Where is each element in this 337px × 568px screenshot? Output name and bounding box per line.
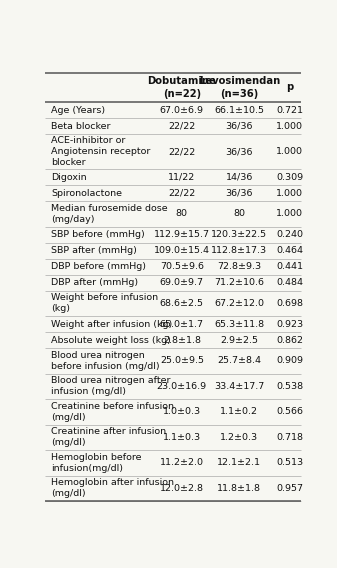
- Text: 72.8±9.3: 72.8±9.3: [217, 262, 262, 271]
- Text: 65.3±11.8: 65.3±11.8: [214, 320, 264, 328]
- Text: 2.9±2.5: 2.9±2.5: [220, 336, 258, 345]
- Text: 1.000: 1.000: [276, 189, 303, 198]
- Text: 120.3±22.5: 120.3±22.5: [211, 230, 267, 239]
- Text: Digoxin: Digoxin: [51, 173, 87, 182]
- Text: Spironolactone: Spironolactone: [51, 189, 122, 198]
- Text: 80: 80: [233, 210, 245, 219]
- Text: 70.5±9.6: 70.5±9.6: [160, 262, 204, 271]
- Text: 11.8±1.8: 11.8±1.8: [217, 484, 261, 493]
- Text: 11.2±2.0: 11.2±2.0: [160, 458, 204, 467]
- Text: 0.698: 0.698: [276, 299, 303, 308]
- Text: 22/22: 22/22: [168, 147, 195, 156]
- Text: 11/22: 11/22: [168, 173, 195, 182]
- Text: 65.0±1.7: 65.0±1.7: [160, 320, 204, 328]
- Text: 36/36: 36/36: [225, 122, 253, 131]
- Text: Absolute weight loss (kg): Absolute weight loss (kg): [51, 336, 171, 345]
- Text: Median furosemide dose
(mg/day): Median furosemide dose (mg/day): [51, 204, 168, 224]
- Text: 36/36: 36/36: [225, 147, 253, 156]
- Text: Blood urea nitrogen
before infusion (mg/dl): Blood urea nitrogen before infusion (mg/…: [51, 350, 160, 371]
- Text: 71.2±10.6: 71.2±10.6: [214, 278, 264, 287]
- Text: Beta blocker: Beta blocker: [51, 122, 111, 131]
- Text: p: p: [286, 82, 293, 93]
- Text: 112.9±15.7: 112.9±15.7: [154, 230, 210, 239]
- Text: 1.000: 1.000: [276, 122, 303, 131]
- Text: 68.6±2.5: 68.6±2.5: [160, 299, 204, 308]
- Text: 0.309: 0.309: [276, 173, 303, 182]
- Text: 0.566: 0.566: [276, 407, 303, 416]
- Text: 1.000: 1.000: [276, 147, 303, 156]
- Text: 36/36: 36/36: [225, 189, 253, 198]
- Text: 67.2±12.0: 67.2±12.0: [214, 299, 264, 308]
- Text: SBP before (mmHg): SBP before (mmHg): [51, 230, 145, 239]
- Text: 25.0±9.5: 25.0±9.5: [160, 356, 204, 365]
- Text: SBP after (mmHg): SBP after (mmHg): [51, 246, 137, 255]
- Text: 0.909: 0.909: [276, 356, 303, 365]
- Text: 0.441: 0.441: [276, 262, 303, 271]
- Text: 109.0±15.4: 109.0±15.4: [154, 246, 210, 255]
- Text: 33.4±17.7: 33.4±17.7: [214, 382, 265, 391]
- Text: 1.1±0.2: 1.1±0.2: [220, 407, 258, 416]
- Text: 1.2±0.3: 1.2±0.3: [220, 433, 258, 442]
- Text: Blood urea nitrogen after
infusion (mg/dl): Blood urea nitrogen after infusion (mg/d…: [51, 376, 171, 396]
- Text: Age (Years): Age (Years): [51, 106, 105, 115]
- Text: 0.923: 0.923: [276, 320, 303, 328]
- Text: 80: 80: [176, 210, 188, 219]
- Text: 23.0±16.9: 23.0±16.9: [157, 382, 207, 391]
- Text: 22/22: 22/22: [168, 122, 195, 131]
- Text: Hemoglobin before
infusion(mg/dl): Hemoglobin before infusion(mg/dl): [51, 453, 142, 473]
- Text: Dobutamine
(n=22): Dobutamine (n=22): [148, 76, 216, 99]
- Text: 1.000: 1.000: [276, 210, 303, 219]
- Text: Hemoglobin after infusion
(mg/dl): Hemoglobin after infusion (mg/dl): [51, 478, 174, 499]
- Text: 66.1±10.5: 66.1±10.5: [214, 106, 264, 115]
- Text: 0.484: 0.484: [276, 278, 303, 287]
- Text: 0.513: 0.513: [276, 458, 303, 467]
- Text: 69.0±9.7: 69.0±9.7: [160, 278, 204, 287]
- Text: 25.7±8.4: 25.7±8.4: [217, 356, 261, 365]
- Text: 12.0±2.8: 12.0±2.8: [160, 484, 204, 493]
- Text: 1.1±0.3: 1.1±0.3: [163, 433, 201, 442]
- Text: 0.862: 0.862: [276, 336, 303, 345]
- Text: 2.8±1.8: 2.8±1.8: [163, 336, 201, 345]
- Text: 0.538: 0.538: [276, 382, 303, 391]
- Text: Levosimendan
(n=36): Levosimendan (n=36): [199, 76, 280, 99]
- Text: 1.0±0.3: 1.0±0.3: [163, 407, 201, 416]
- Text: ACE-inhibitor or
Angiotensin receptor
blocker: ACE-inhibitor or Angiotensin receptor bl…: [51, 136, 151, 168]
- Text: 12.1±2.1: 12.1±2.1: [217, 458, 261, 467]
- Text: 14/36: 14/36: [226, 173, 253, 182]
- Text: 0.718: 0.718: [276, 433, 303, 442]
- Text: DBP after (mmHg): DBP after (mmHg): [51, 278, 139, 287]
- Text: Creatinine before infusion
(mg/dl): Creatinine before infusion (mg/dl): [51, 402, 174, 422]
- Text: Weight before infusion
(kg): Weight before infusion (kg): [51, 293, 158, 314]
- Text: Creatinine after infusion
(mg/dl): Creatinine after infusion (mg/dl): [51, 427, 166, 448]
- Text: 0.464: 0.464: [276, 246, 303, 255]
- Text: 0.240: 0.240: [276, 230, 303, 239]
- Text: 22/22: 22/22: [168, 189, 195, 198]
- Text: DBP before (mmHg): DBP before (mmHg): [51, 262, 146, 271]
- Text: 67.0±6.9: 67.0±6.9: [160, 106, 204, 115]
- Text: 0.957: 0.957: [276, 484, 303, 493]
- Text: 0.721: 0.721: [276, 106, 303, 115]
- Text: Weight after infusion (kg): Weight after infusion (kg): [51, 320, 173, 328]
- Text: 112.8±17.3: 112.8±17.3: [211, 246, 267, 255]
